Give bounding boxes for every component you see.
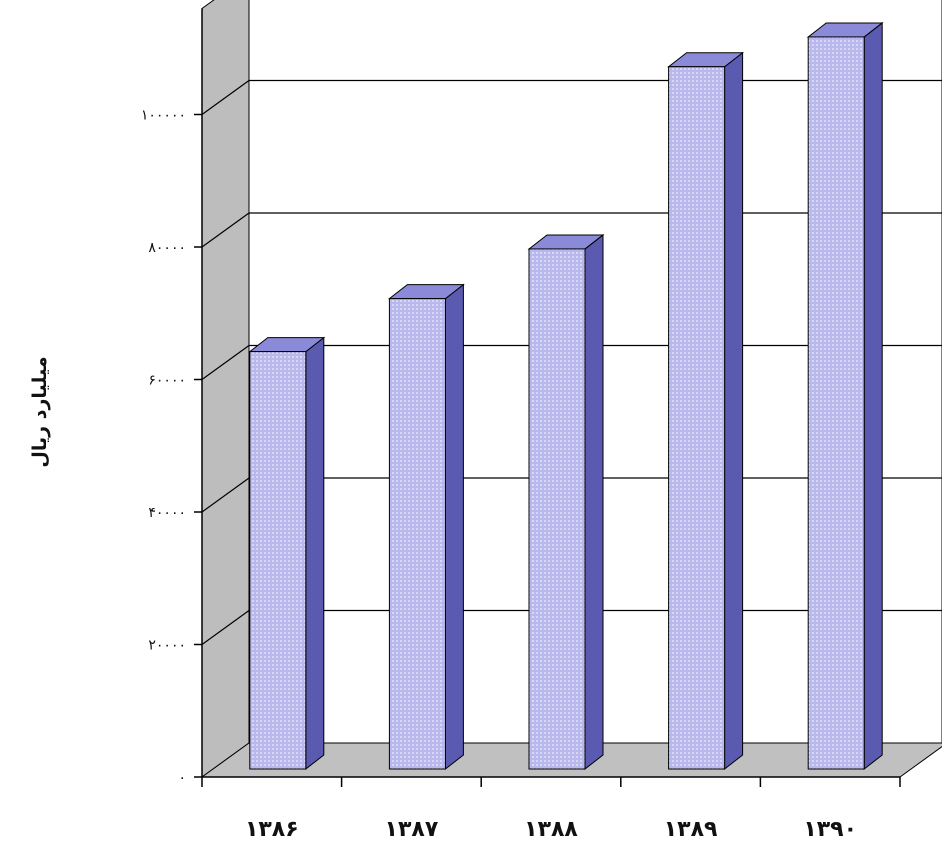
- axes: ۰ ۲۰۰۰۰ ۴۰۰۰۰ ۶۰۰۰۰ ۸۰۰۰۰ ۱۰۰۰۰۰ ۱۳۸۶ ۱۳۸۷ ۱۳۸۸ ۱…: [141, 8, 901, 841]
- bar-۱۳۸۸: [527, 233, 605, 771]
- x-tick-label: ۱۳۹۰: [803, 817, 857, 841]
- bar-series: [248, 21, 884, 771]
- x-tick-label: ۱۳۸۷: [385, 817, 439, 841]
- y-axis-title: میلیارد ریال: [29, 356, 51, 467]
- bar-side: [584, 233, 604, 771]
- bar-front: [388, 298, 446, 770]
- bar-۱۳۹۰: [806, 21, 884, 771]
- bar-side: [305, 336, 325, 771]
- x-tick-label: ۱۳۸۸: [524, 817, 578, 841]
- x-tick-label: ۱۳۸۹: [664, 817, 718, 841]
- bar-۱۳۸۷: [387, 283, 465, 771]
- y-tick-label: ۸۰۰۰۰: [148, 240, 186, 256]
- bar-front: [807, 36, 865, 770]
- bar-۱۳۸۹: [667, 51, 745, 771]
- bar-side: [724, 51, 744, 771]
- bar-۱۳۸۶: [248, 336, 326, 771]
- gridline-side-3: [201, 345, 250, 380]
- bar-front: [668, 66, 726, 770]
- gridline-side-4: [201, 212, 250, 248]
- gridline-side-1: [201, 610, 250, 645]
- gridline-side-5: [201, 80, 250, 115]
- side-wall: [201, 0, 250, 778]
- x-tick-label: ۱۳۸۶: [245, 817, 299, 841]
- y-tick-label: ۴۰۰۰۰: [148, 505, 186, 521]
- gridline-side-2: [201, 477, 250, 513]
- y-tick-label: ۰: [178, 770, 186, 786]
- y-tick-label: ۱۰۰۰۰۰: [141, 108, 186, 124]
- bar-side: [863, 21, 883, 771]
- y-tick-label: ۶۰۰۰۰: [148, 373, 186, 389]
- bar-side: [444, 283, 464, 771]
- bar-front: [249, 351, 307, 770]
- y-tick-label: ۲۰۰۰۰: [148, 638, 186, 654]
- bar-front: [528, 248, 586, 770]
